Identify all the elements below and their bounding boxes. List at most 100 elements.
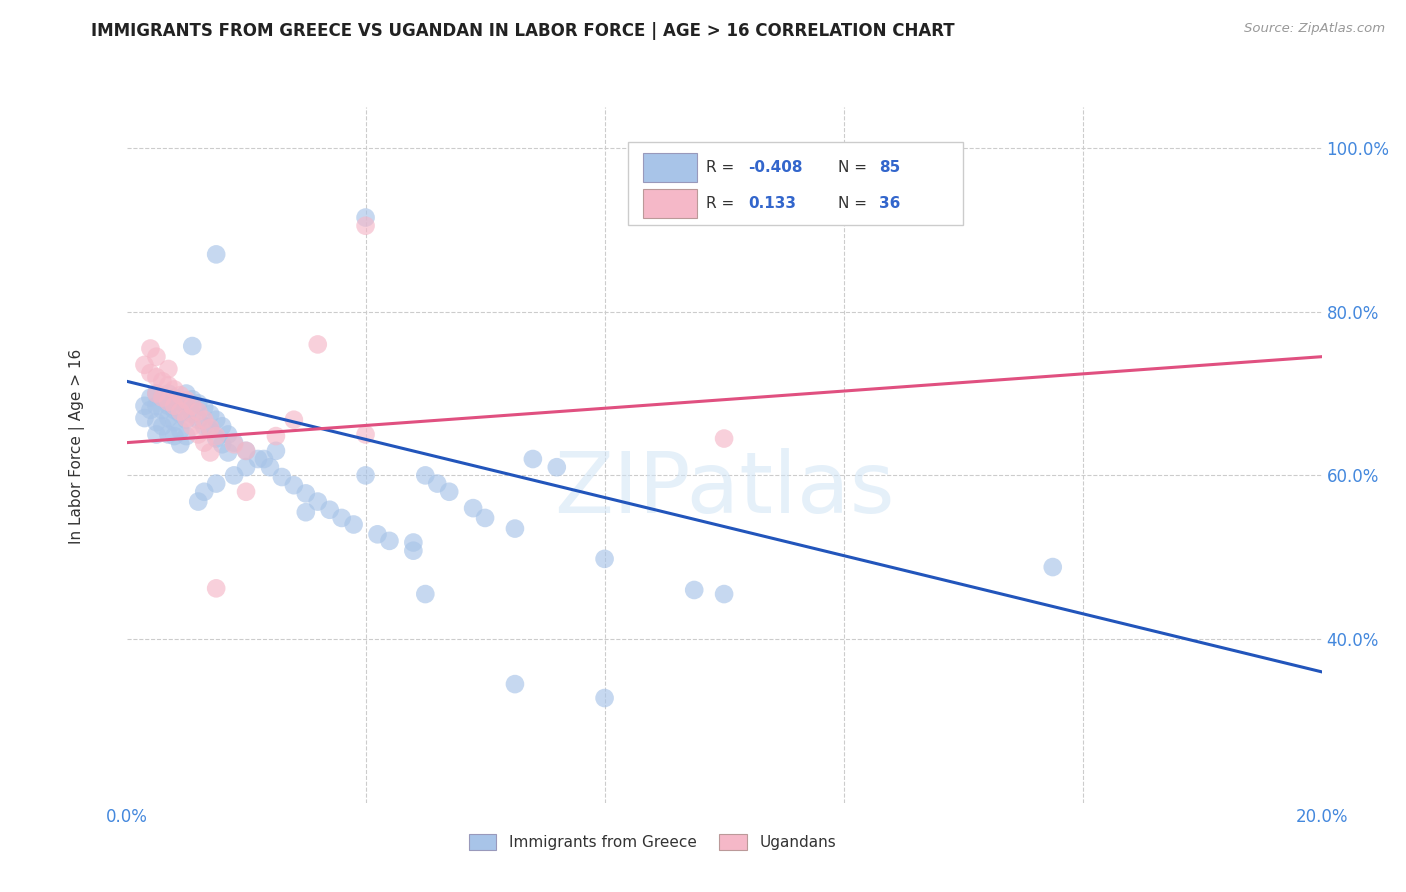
Point: [181, 399, 204, 413]
Point: [152, 391, 174, 405]
Point: [217, 427, 239, 442]
Point: [187, 427, 209, 442]
Point: [307, 337, 329, 351]
Point: [522, 452, 544, 467]
Point: [307, 494, 329, 508]
Text: N =: N =: [838, 196, 872, 211]
Point: [174, 411, 197, 425]
Point: [139, 366, 162, 380]
Point: [253, 452, 276, 467]
Point: [503, 522, 526, 536]
Point: [283, 478, 305, 492]
Text: 36: 36: [880, 196, 901, 211]
Point: [354, 219, 377, 233]
Point: [222, 437, 246, 451]
Point: [461, 501, 484, 516]
Point: [354, 468, 377, 483]
Point: [152, 419, 174, 434]
Point: [235, 460, 257, 475]
Point: [593, 691, 616, 706]
Point: [187, 396, 209, 410]
Point: [222, 468, 246, 483]
Point: [593, 552, 616, 566]
Point: [205, 247, 228, 261]
Text: In Labor Force | Age > 16: In Labor Force | Age > 16: [69, 349, 86, 543]
Point: [157, 394, 180, 409]
Point: [157, 411, 180, 425]
Point: [200, 423, 222, 437]
Text: -0.408: -0.408: [748, 160, 803, 175]
Point: [402, 543, 425, 558]
Point: [713, 432, 735, 446]
Point: [145, 415, 167, 429]
Point: [174, 393, 197, 408]
Point: [235, 484, 257, 499]
Point: [426, 476, 449, 491]
Point: [366, 527, 388, 541]
Point: [139, 391, 162, 405]
Point: [205, 432, 228, 446]
FancyBboxPatch shape: [628, 142, 963, 226]
Point: [163, 383, 186, 397]
Point: [139, 342, 162, 356]
Point: [181, 339, 204, 353]
Point: [157, 427, 180, 442]
Point: [415, 587, 437, 601]
Point: [343, 517, 366, 532]
Text: R =: R =: [706, 160, 740, 175]
Point: [163, 403, 186, 417]
Point: [200, 407, 222, 421]
Point: [169, 423, 191, 437]
Text: R =: R =: [706, 196, 740, 211]
Point: [145, 386, 167, 401]
Point: [247, 452, 270, 467]
Point: [205, 413, 228, 427]
Point: [1042, 560, 1064, 574]
Point: [294, 505, 316, 519]
Point: [294, 486, 316, 500]
Point: [546, 460, 568, 475]
Point: [157, 362, 180, 376]
Point: [152, 374, 174, 388]
Point: [264, 429, 287, 443]
Point: [200, 421, 222, 435]
Point: [205, 476, 228, 491]
Point: [157, 399, 180, 413]
Point: [235, 443, 257, 458]
Point: [163, 399, 186, 413]
Point: [193, 484, 215, 499]
Point: [157, 386, 180, 401]
Point: [259, 460, 281, 475]
Point: [318, 502, 342, 516]
Point: [330, 511, 353, 525]
Point: [181, 407, 204, 421]
Point: [145, 350, 167, 364]
Text: Source: ZipAtlas.com: Source: ZipAtlas.com: [1244, 22, 1385, 36]
Point: [139, 403, 162, 417]
Text: 85: 85: [880, 160, 901, 175]
Point: [169, 407, 191, 421]
Point: [174, 386, 197, 401]
FancyBboxPatch shape: [643, 153, 696, 182]
Point: [264, 443, 287, 458]
Point: [163, 415, 186, 429]
Point: [174, 399, 197, 413]
Point: [205, 429, 228, 443]
Point: [503, 677, 526, 691]
Point: [145, 399, 167, 413]
Point: [169, 394, 191, 409]
Text: ZIPatlas: ZIPatlas: [554, 448, 894, 532]
Point: [174, 429, 197, 443]
Point: [193, 413, 215, 427]
Point: [181, 419, 204, 434]
FancyBboxPatch shape: [643, 189, 696, 219]
Point: [200, 445, 222, 459]
Point: [169, 404, 191, 418]
Point: [169, 437, 191, 451]
Point: [439, 484, 461, 499]
Point: [152, 403, 174, 417]
Point: [163, 391, 186, 405]
Point: [415, 468, 437, 483]
Point: [270, 470, 294, 484]
Point: [145, 386, 167, 401]
